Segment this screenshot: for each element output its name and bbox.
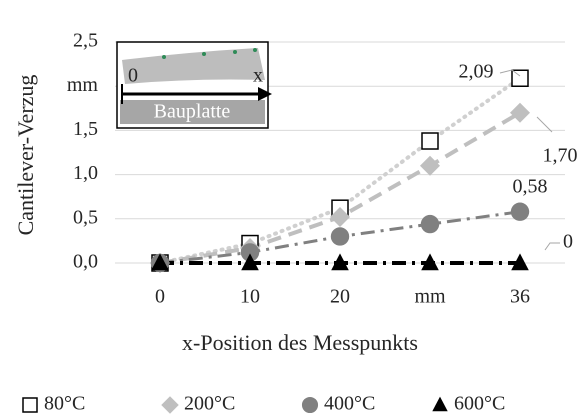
legend-label: 400°C bbox=[324, 393, 375, 415]
marker bbox=[331, 253, 349, 271]
legend-marker bbox=[22, 397, 38, 413]
y-tick-label: 1,5 bbox=[73, 118, 98, 140]
y-tick-label: 0,5 bbox=[73, 206, 98, 228]
marker bbox=[151, 253, 169, 271]
marker bbox=[511, 253, 529, 271]
y-axis-label: Cantilever-Verzug bbox=[13, 75, 38, 236]
inset: 0 x Bauplatte bbox=[116, 41, 272, 129]
data-label: 2,09 bbox=[459, 61, 494, 83]
marker bbox=[511, 69, 529, 87]
marker bbox=[420, 155, 440, 176]
data-label: 0 bbox=[563, 231, 573, 253]
inset-arrowhead bbox=[258, 87, 272, 101]
legend-marker bbox=[432, 396, 448, 412]
marker bbox=[420, 214, 440, 234]
data-label: 1,70 bbox=[543, 145, 578, 167]
marker bbox=[240, 243, 260, 262]
x-tick-label: 10 bbox=[240, 286, 260, 308]
y-tick-label: 1,0 bbox=[73, 162, 98, 184]
leader-line bbox=[536, 116, 553, 133]
marker bbox=[421, 253, 439, 271]
inset-points bbox=[162, 48, 257, 59]
legend-label: 600°C bbox=[454, 393, 505, 415]
x-tick-label: 36 bbox=[510, 286, 530, 308]
y-tick-label: 0,0 bbox=[73, 251, 98, 273]
x-tick-label: 0 bbox=[155, 286, 165, 308]
inset-plate-label: Bauplatte bbox=[154, 101, 231, 123]
marker bbox=[241, 253, 259, 271]
marker bbox=[330, 207, 350, 228]
marker bbox=[510, 102, 530, 123]
legend: 80°C 200°C 400°C 600°C bbox=[22, 393, 505, 415]
marker bbox=[421, 132, 439, 150]
marker bbox=[510, 202, 530, 221]
x-tick-label: mm bbox=[414, 286, 446, 308]
legend-marker bbox=[161, 396, 179, 414]
y-tick-label: mm bbox=[67, 74, 99, 96]
leader-lines bbox=[499, 69, 560, 251]
plot: 2,09 1,70 0,58 0 bbox=[150, 61, 578, 273]
marker bbox=[330, 227, 350, 246]
leader-line bbox=[544, 242, 560, 251]
legend-label: 200°C bbox=[184, 393, 235, 415]
legend-marker bbox=[301, 396, 319, 414]
x-tick-label: 20 bbox=[330, 286, 350, 308]
inset-part bbox=[122, 48, 265, 84]
leader-line bbox=[499, 69, 521, 77]
x-axis-label: x-Position des Messpunkts bbox=[182, 330, 418, 355]
legend-label: 80°C bbox=[44, 393, 85, 415]
data-label: 0,58 bbox=[513, 176, 548, 198]
y-tick-label: 2,5 bbox=[73, 30, 98, 52]
inset-axis: x bbox=[253, 65, 263, 87]
inset-plate bbox=[120, 100, 265, 124]
inset-origin: 0 bbox=[128, 65, 138, 87]
